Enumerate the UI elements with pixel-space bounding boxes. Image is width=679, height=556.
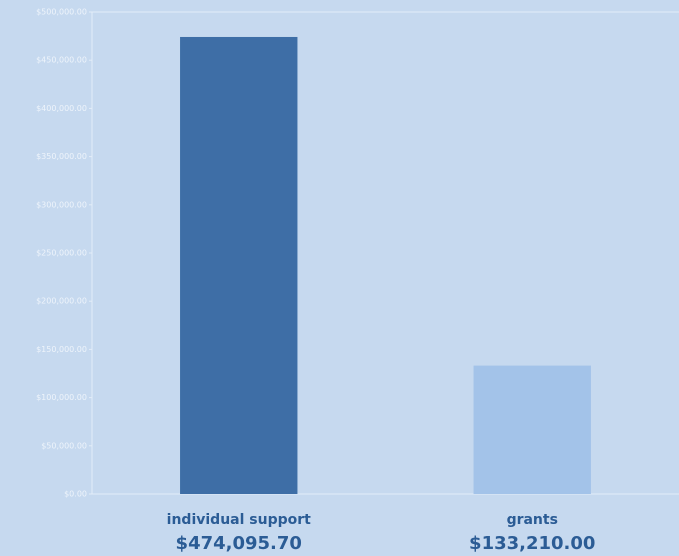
y-tick-label: $450,000.00 [36, 56, 87, 65]
value-label: $474,095.70 [176, 533, 302, 554]
x-tick-label: individual support [167, 512, 311, 528]
y-tick-label: $350,000.00 [36, 152, 87, 161]
y-tick-label: $150,000.00 [36, 345, 87, 354]
y-tick-label: $250,000.00 [36, 249, 87, 258]
y-tick-label: $0.00 [64, 490, 87, 499]
value-label: $133,210.00 [469, 533, 595, 554]
y-tick-label: $50,000.00 [41, 441, 87, 450]
y-tick-label: $200,000.00 [36, 297, 87, 306]
y-tick-label: $400,000.00 [36, 104, 87, 113]
y-tick-label: $100,000.00 [36, 393, 87, 402]
y-tick-label: $300,000.00 [36, 200, 87, 209]
bar [473, 365, 591, 494]
x-tick-label: grants [507, 512, 558, 528]
y-tick-label: $500,000.00 [36, 8, 87, 17]
bar [180, 36, 298, 495]
